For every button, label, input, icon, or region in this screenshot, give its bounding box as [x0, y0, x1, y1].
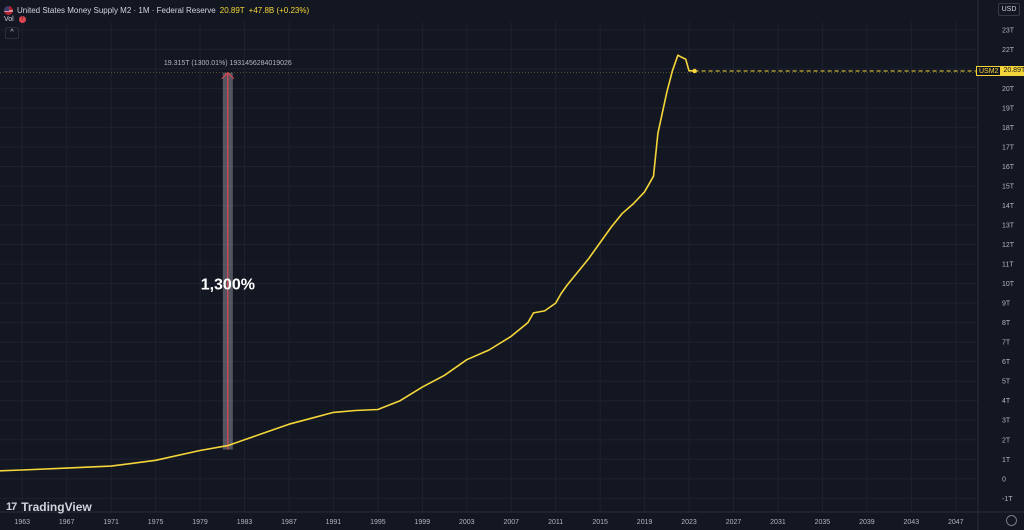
- measure-label: 19.315T (1300.01%) 1931456284019026: [164, 60, 292, 67]
- x-tick-label: 2031: [770, 519, 786, 526]
- tradingview-mark-icon: 17: [6, 501, 17, 513]
- y-tick-label: 14T: [1002, 203, 1015, 210]
- x-tick-label: 1991: [326, 519, 342, 526]
- y-tick-label: 22T: [1002, 47, 1015, 54]
- change-value: +47.8B (+0.23%): [248, 5, 310, 15]
- x-tick-label: 2035: [815, 519, 831, 526]
- vol-label: Vol: [4, 16, 14, 23]
- us-flag-icon: [4, 5, 13, 15]
- warning-icon[interactable]: !: [18, 16, 26, 23]
- price-badge-value: 20.89T: [1001, 66, 1024, 76]
- x-tick-label: 2023: [681, 519, 697, 526]
- x-tick-label: 1983: [237, 519, 253, 526]
- x-tick-label: 1971: [103, 519, 119, 526]
- tradingview-name: TradingView: [21, 500, 92, 514]
- x-tick-label: 2027: [726, 519, 742, 526]
- x-tick-label: 2039: [859, 519, 875, 526]
- y-tick-label: 1T: [1002, 457, 1011, 464]
- y-tick-label: 15T: [1002, 183, 1015, 190]
- x-tick-label: 1963: [14, 519, 30, 526]
- y-tick-label: 13T: [1002, 223, 1015, 230]
- y-tick-label: 4T: [1002, 398, 1011, 405]
- last-value: 20.89T: [219, 5, 245, 15]
- tradingview-logo[interactable]: 17 TradingView: [6, 500, 92, 514]
- x-tick-label: 2011: [548, 519, 563, 526]
- y-tick-label: 9T: [1002, 301, 1011, 308]
- chart-header: United States Money Supply M2 · 1M · Fed…: [4, 3, 309, 17]
- settings-icon[interactable]: [1006, 515, 1017, 526]
- y-tick-label: 16T: [1002, 164, 1015, 171]
- y-tick-label: 7T: [1002, 340, 1011, 347]
- volume-indicator[interactable]: Vol !: [4, 16, 26, 23]
- y-tick-label: 19T: [1002, 105, 1015, 112]
- price-badge-symbol: USM2: [976, 66, 1002, 76]
- y-tick-label: 8T: [1002, 320, 1011, 327]
- x-tick-label: 1979: [192, 519, 208, 526]
- last-value-point: [692, 68, 697, 74]
- y-tick-label: 3T: [1002, 418, 1011, 425]
- x-tick-label: 2047: [948, 519, 964, 526]
- y-tick-label: 2T: [1002, 437, 1011, 444]
- collapse-legend-button[interactable]: ^: [5, 27, 19, 39]
- currency-button[interactable]: USD: [998, 3, 1020, 16]
- symbol-title[interactable]: United States Money Supply M2 · 1M · Fed…: [17, 5, 216, 15]
- y-tick-label: 10T: [1002, 281, 1015, 288]
- measure-arrow-head: [221, 71, 235, 80]
- y-tick-label: 20T: [1002, 86, 1015, 93]
- x-tick-label: 2003: [459, 519, 475, 526]
- y-tick-label: 5T: [1002, 379, 1011, 386]
- series-line: [0, 54, 695, 472]
- y-tick-label: 0: [1002, 476, 1006, 483]
- x-tick-label: 2019: [637, 519, 653, 526]
- price-badge: USM2 20.89T: [976, 66, 1024, 76]
- y-tick-label: 23T: [1002, 27, 1015, 34]
- x-tick-label: 2015: [592, 519, 608, 526]
- y-tick-label: 12T: [1002, 242, 1015, 249]
- y-tick-label: 18T: [1002, 125, 1015, 132]
- x-tick-label: 1975: [148, 519, 164, 526]
- y-tick-label: 6T: [1002, 359, 1011, 366]
- y-tick-label: 11T: [1002, 262, 1014, 269]
- x-tick-label: 1967: [59, 519, 75, 526]
- x-tick-label: 1999: [415, 519, 431, 526]
- x-tick-label: 1995: [370, 519, 386, 526]
- y-tick-label: 17T: [1002, 144, 1015, 151]
- y-tick-label: -1T: [1002, 496, 1013, 503]
- x-tick-label: 2043: [904, 519, 920, 526]
- measure-text: 1,300%: [201, 276, 255, 293]
- x-tick-label: 1987: [281, 519, 297, 526]
- x-tick-label: 2007: [503, 519, 519, 526]
